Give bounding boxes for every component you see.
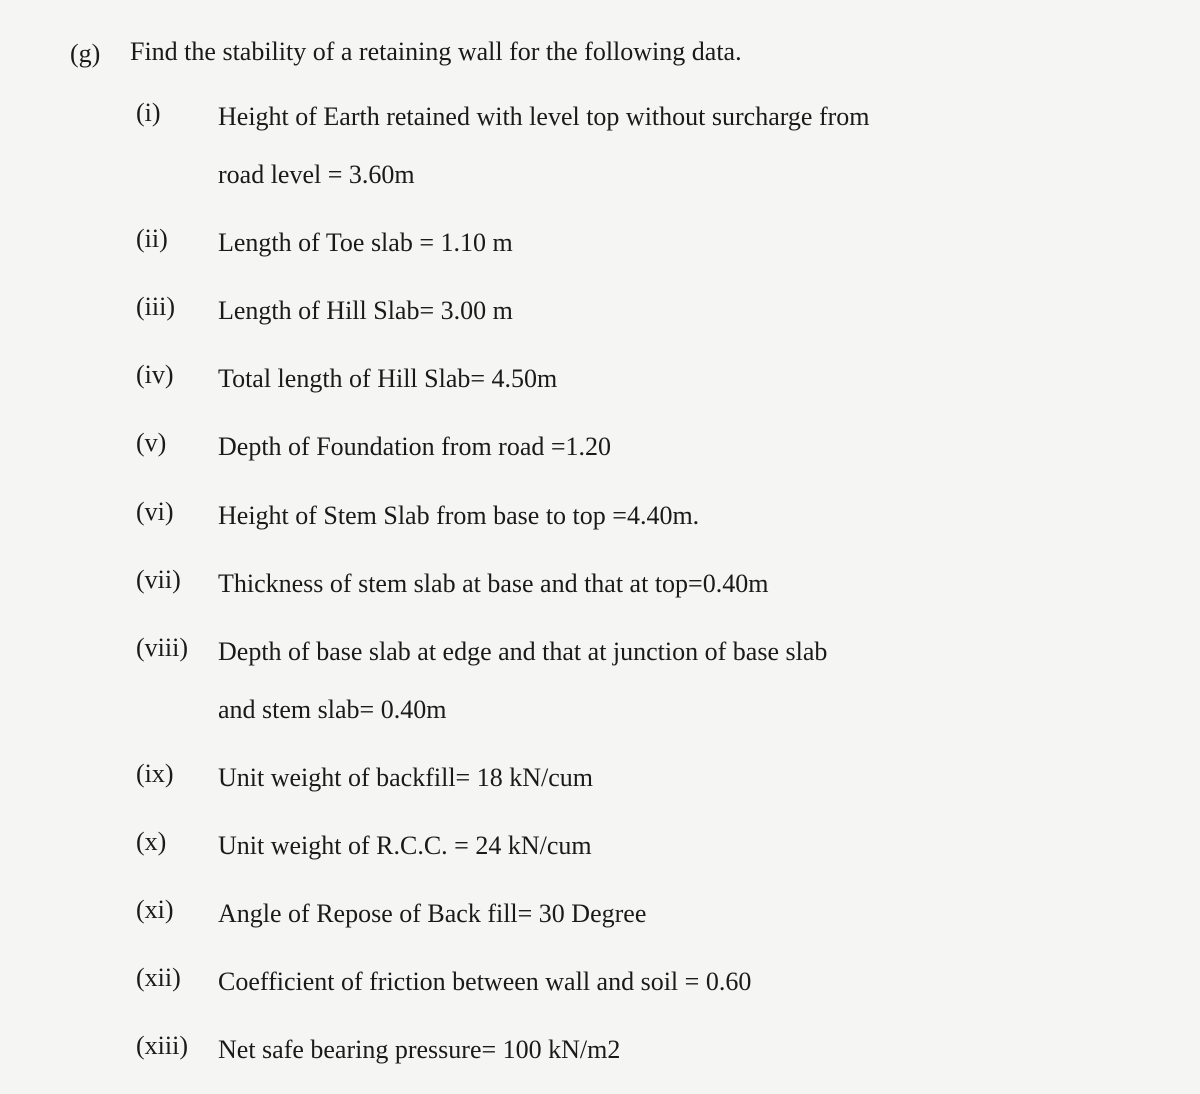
- list-item: (xiii) Net safe bearing pressure= 100 kN…: [130, 1026, 1150, 1074]
- list-item: (xi) Angle of Repose of Back fill= 30 De…: [130, 890, 1150, 938]
- item-text: Unit weight of backfill= 18 kN/cum: [218, 754, 1150, 802]
- list-item: (vii) Thickness of stem slab at base and…: [130, 560, 1150, 608]
- item-number: (iv): [130, 355, 218, 394]
- item-text-line1: Length of Toe slab = 1.10 m: [218, 228, 513, 257]
- item-number: (viii): [130, 628, 218, 667]
- item-text-line1: Coefficient of friction between wall and…: [218, 967, 751, 996]
- list-item: (iv) Total length of Hill Slab= 4.50m: [130, 355, 1150, 403]
- item-text: Height of Stem Slab from base to top =4.…: [218, 492, 1150, 540]
- item-text-line1: Net safe bearing pressure= 100 kN/m2: [218, 1035, 620, 1064]
- item-number: (xii): [130, 958, 218, 997]
- question-content: Find the stability of a retaining wall f…: [130, 32, 1150, 1094]
- item-number: (i): [130, 93, 218, 132]
- list-item: (v) Depth of Foundation from road =1.20: [130, 423, 1150, 471]
- item-text: Total length of Hill Slab= 4.50m: [218, 355, 1150, 403]
- item-number: (vii): [130, 560, 218, 599]
- item-number: (x): [130, 822, 218, 861]
- item-text: Thickness of stem slab at base and that …: [218, 560, 1150, 608]
- item-text: Depth of base slab at edge and that at j…: [218, 628, 1150, 734]
- item-text: Coefficient of friction between wall and…: [218, 958, 1150, 1006]
- item-text-line1: Unit weight of backfill= 18 kN/cum: [218, 763, 593, 792]
- list-item: (ii) Length of Toe slab = 1.10 m: [130, 219, 1150, 267]
- question-title: Find the stability of a retaining wall f…: [130, 32, 1150, 71]
- item-number: (vi): [130, 492, 218, 531]
- item-text-line1: Height of Earth retained with level top …: [218, 102, 870, 131]
- item-number: (ii): [130, 219, 218, 258]
- list-item: (viii) Depth of base slab at edge and th…: [130, 628, 1150, 734]
- item-text-line1: Length of Hill Slab= 3.00 m: [218, 296, 513, 325]
- item-text: Unit weight of R.C.C. = 24 kN/cum: [218, 822, 1150, 870]
- list-item: (vi) Height of Stem Slab from base to to…: [130, 492, 1150, 540]
- list-item: (ix) Unit weight of backfill= 18 kN/cum: [130, 754, 1150, 802]
- item-text: Depth of Foundation from road =1.20: [218, 423, 1150, 471]
- item-text: Net safe bearing pressure= 100 kN/m2: [218, 1026, 1150, 1074]
- item-number: (xiii): [130, 1026, 218, 1065]
- list-item: (i) Height of Earth retained with level …: [130, 93, 1150, 199]
- question-marker: (g): [70, 32, 130, 73]
- item-number: (ix): [130, 754, 218, 793]
- item-number: (v): [130, 423, 218, 462]
- item-text-line1: Unit weight of R.C.C. = 24 kN/cum: [218, 831, 592, 860]
- item-text-line1: Total length of Hill Slab= 4.50m: [218, 364, 557, 393]
- item-text: Length of Toe slab = 1.10 m: [218, 219, 1150, 267]
- item-list: (i) Height of Earth retained with level …: [130, 93, 1150, 1074]
- question-block: (g) Find the stability of a retaining wa…: [70, 32, 1150, 1094]
- item-number: (xi): [130, 890, 218, 929]
- item-text: Height of Earth retained with level top …: [218, 93, 1150, 199]
- list-item: (iii) Length of Hill Slab= 3.00 m: [130, 287, 1150, 335]
- item-text-line1: Depth of Foundation from road =1.20: [218, 432, 611, 461]
- item-text-line2: road level = 3.60m: [218, 151, 1150, 199]
- item-text-line1: Thickness of stem slab at base and that …: [218, 569, 768, 598]
- item-text-line1: Angle of Repose of Back fill= 30 Degree: [218, 899, 646, 928]
- item-text-line2: and stem slab= 0.40m: [218, 686, 1150, 734]
- item-text-line1: Height of Stem Slab from base to top =4.…: [218, 501, 699, 530]
- list-item: (x) Unit weight of R.C.C. = 24 kN/cum: [130, 822, 1150, 870]
- list-item: (xii) Coefficient of friction between wa…: [130, 958, 1150, 1006]
- item-text-line1: Depth of base slab at edge and that at j…: [218, 637, 827, 666]
- item-text: Angle of Repose of Back fill= 30 Degree: [218, 890, 1150, 938]
- item-number: (iii): [130, 287, 218, 326]
- item-text: Length of Hill Slab= 3.00 m: [218, 287, 1150, 335]
